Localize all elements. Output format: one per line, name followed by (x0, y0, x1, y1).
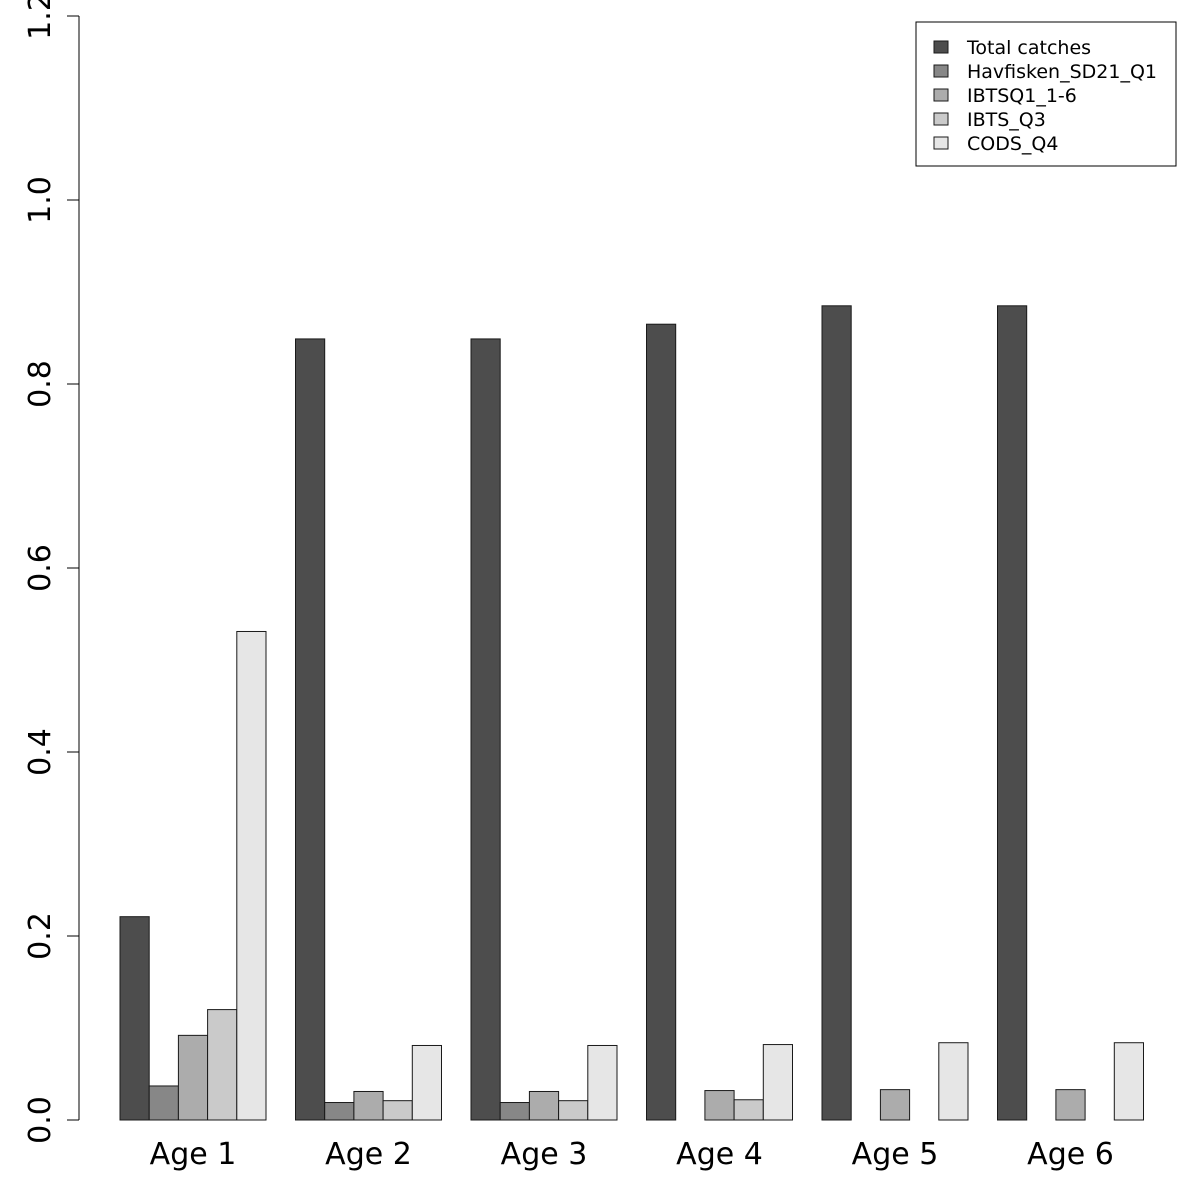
bar (382, 1100, 413, 1121)
legend-swatch (933, 88, 949, 102)
legend-label: Total catches (966, 37, 1091, 59)
legend: Total catchesHavfisken_SD21_Q1IBTSQ1_1-6… (915, 21, 1177, 167)
x-tick-label: Age 2 (325, 1137, 412, 1172)
bar (177, 1034, 209, 1121)
bar (148, 1085, 179, 1121)
bar (295, 338, 326, 1121)
bar (1055, 1089, 1086, 1121)
y-tick-label: 0.6 (23, 544, 58, 592)
bar (762, 1044, 793, 1121)
y-tick-label: 0.4 (23, 728, 58, 776)
bar (733, 1099, 764, 1121)
y-tick-label: 1.0 (23, 176, 58, 224)
y-tick-label: 1.2 (23, 0, 58, 40)
bar-group (119, 630, 267, 1121)
legend-swatch (933, 136, 949, 150)
bar (324, 1102, 355, 1121)
bar (411, 1044, 442, 1121)
x-tick-label: Age 3 (501, 1137, 588, 1172)
x-tick-label: Age 6 (1027, 1137, 1114, 1172)
bar (470, 338, 501, 1121)
bar (1113, 1042, 1145, 1121)
y-tick-label: 0.8 (23, 360, 58, 408)
bar (499, 1102, 530, 1121)
x-axis-labels: Age 1 Age 2 Age 3 Age 4 Age 5 Age 6 (150, 1137, 1114, 1172)
bar (528, 1090, 560, 1121)
x-tick-label: Age 5 (852, 1137, 939, 1172)
bar (119, 916, 150, 1121)
bar (704, 1090, 735, 1121)
legend-label: IBTS_Q3 (967, 109, 1046, 131)
legend-label: IBTSQ1_1-6 (967, 85, 1077, 107)
bar-group (470, 338, 618, 1121)
bar (821, 305, 852, 1121)
y-tick-label: 0.0 (23, 1096, 58, 1144)
y-axis: 0.0 0.2 0.4 0.6 0.8 1.0 1.2 (23, 0, 80, 1144)
bar-group (821, 305, 969, 1121)
bar-group (997, 305, 1145, 1121)
legend-box (915, 21, 1177, 167)
x-tick-label: Age 1 (150, 1137, 237, 1172)
legend-swatch (933, 40, 949, 54)
bar (558, 1100, 589, 1121)
bar (236, 630, 267, 1121)
y-tick-label: 0.2 (23, 912, 58, 960)
bar (587, 1044, 618, 1121)
bars (119, 305, 1145, 1121)
legend-swatch (933, 112, 949, 126)
bar (353, 1090, 384, 1121)
bar-group (646, 323, 793, 1121)
legend-label: CODS_Q4 (967, 133, 1058, 155)
bar (646, 323, 677, 1121)
bar (879, 1089, 911, 1121)
legend-label: Havfisken_SD21_Q1 (967, 61, 1157, 83)
bar (207, 1009, 238, 1121)
bar (938, 1042, 969, 1121)
x-tick-label: Age 4 (676, 1137, 763, 1172)
legend-swatch (933, 64, 949, 78)
bar (997, 305, 1028, 1121)
bar-group (295, 338, 442, 1121)
